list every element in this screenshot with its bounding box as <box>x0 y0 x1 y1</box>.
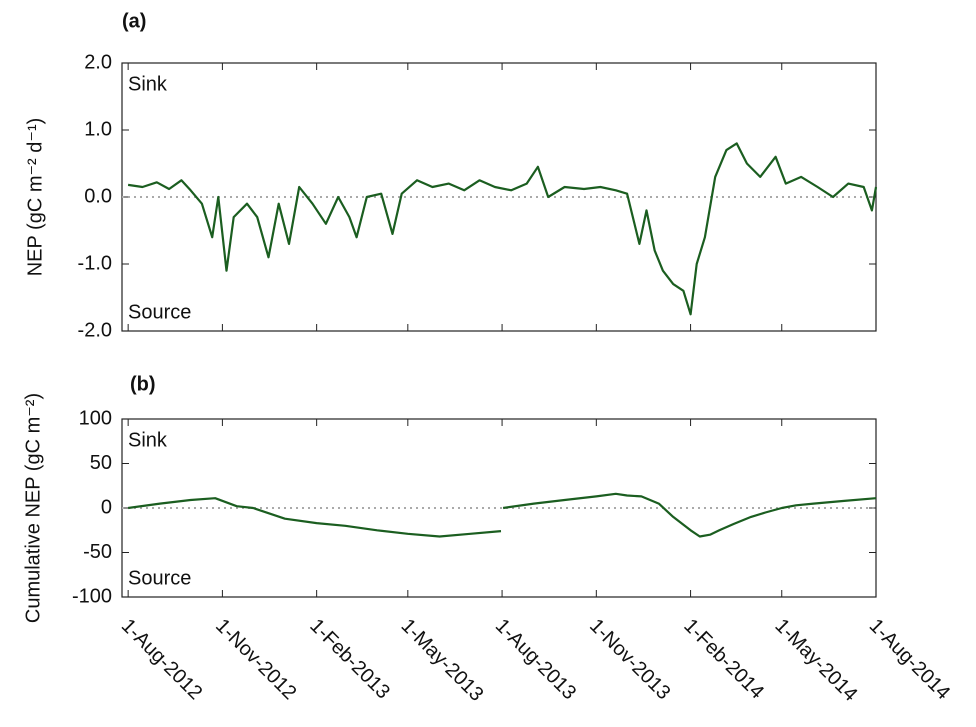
y-tick-label: 50 <box>90 452 112 474</box>
y-tick-label: -2.0 <box>78 319 112 341</box>
data-line <box>127 492 877 538</box>
y-tick-label: 1.0 <box>84 118 112 140</box>
x-tick-label: 1-Nov-2013 <box>585 615 674 704</box>
panel-title: (b) <box>130 373 156 395</box>
x-tick-label: 1-Nov-2012 <box>211 615 300 704</box>
panel-title: (a) <box>122 10 146 32</box>
x-tick-label: 1-Aug-2014 <box>865 615 954 704</box>
x-tick-label: 1-Feb-2014 <box>679 615 768 704</box>
y-tick-label: -100 <box>72 585 112 607</box>
x-tick-label: 1-Feb-2013 <box>305 615 394 704</box>
plot-frame <box>121 62 877 332</box>
annotation: Source <box>128 301 191 323</box>
annotation: Sink <box>128 429 168 451</box>
x-tick-label: 1-May-2013 <box>397 615 488 706</box>
y-axis-label: Cumulative NEP (gC m⁻²) <box>22 393 44 623</box>
x-tick-label: 1-Aug-2012 <box>117 615 206 704</box>
plot-frame <box>121 418 877 598</box>
y-tick-label: 0.0 <box>84 185 112 207</box>
y-tick-label: 0 <box>101 496 112 518</box>
x-tick-label: 1-Aug-2013 <box>491 615 580 704</box>
y-tick-label: -50 <box>83 541 112 563</box>
annotation: Source <box>128 567 191 589</box>
x-tick-label: 1-May-2014 <box>770 615 861 706</box>
y-tick-label: 100 <box>79 407 112 429</box>
annotation: Sink <box>128 73 168 95</box>
y-axis-label: NEP (gC m⁻² d⁻¹) <box>24 118 46 277</box>
y-tick-label: -1.0 <box>78 252 112 274</box>
data-line <box>127 142 878 316</box>
y-tick-label: 2.0 <box>84 51 112 73</box>
